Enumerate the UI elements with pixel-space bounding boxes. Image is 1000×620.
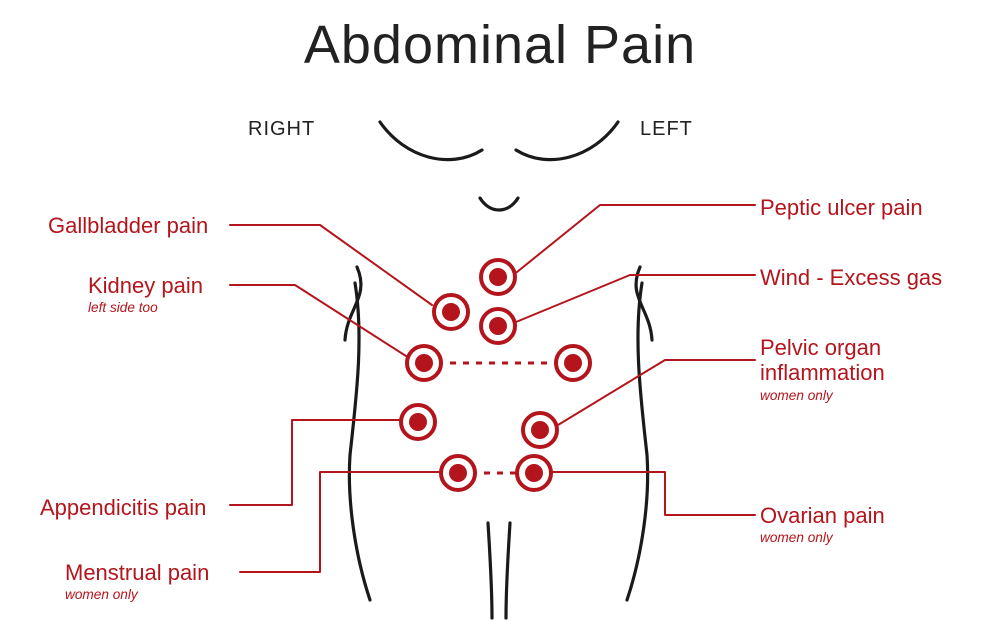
diagram-stage: Abdominal Pain RIGHT LEFT Gallbladder pa… (0, 0, 1000, 620)
label-text: Gallbladder pain (48, 213, 208, 238)
label-text: Menstrual pain (65, 560, 209, 585)
label-menstrual: Menstrual pain women only (65, 560, 209, 603)
marker-menstrual (441, 456, 475, 490)
marker-wind (481, 309, 515, 343)
marker-kidney_r (556, 346, 590, 380)
label-text: Appendicitis pain (40, 495, 206, 520)
label-pelvic: Pelvic organinflammation women only (760, 335, 885, 403)
marker-peptic (481, 260, 515, 294)
marker-appendix (401, 405, 435, 439)
label-text: Wind - Excess gas (760, 265, 942, 290)
marker-gallblad (434, 295, 468, 329)
marker-ovarian (517, 456, 551, 490)
label-subtext: left side too (88, 300, 203, 316)
marker-kidney_l (407, 346, 441, 380)
label-kidney: Kidney pain left side too (88, 273, 203, 316)
label-subtext: women only (65, 587, 209, 603)
label-peptic: Peptic ulcer pain (760, 195, 923, 220)
label-subtext: women only (760, 530, 885, 546)
label-text: Kidney pain (88, 273, 203, 298)
label-ovarian: Ovarian pain women only (760, 503, 885, 546)
label-text: Peptic ulcer pain (760, 195, 923, 220)
marker-pelvic (523, 413, 557, 447)
label-appendicitis: Appendicitis pain (40, 495, 206, 520)
label-subtext: women only (760, 388, 885, 404)
label-wind: Wind - Excess gas (760, 265, 942, 290)
label-text: Ovarian pain (760, 503, 885, 528)
label-text: Pelvic organinflammation (760, 335, 885, 385)
label-gallbladder: Gallbladder pain (48, 213, 208, 238)
